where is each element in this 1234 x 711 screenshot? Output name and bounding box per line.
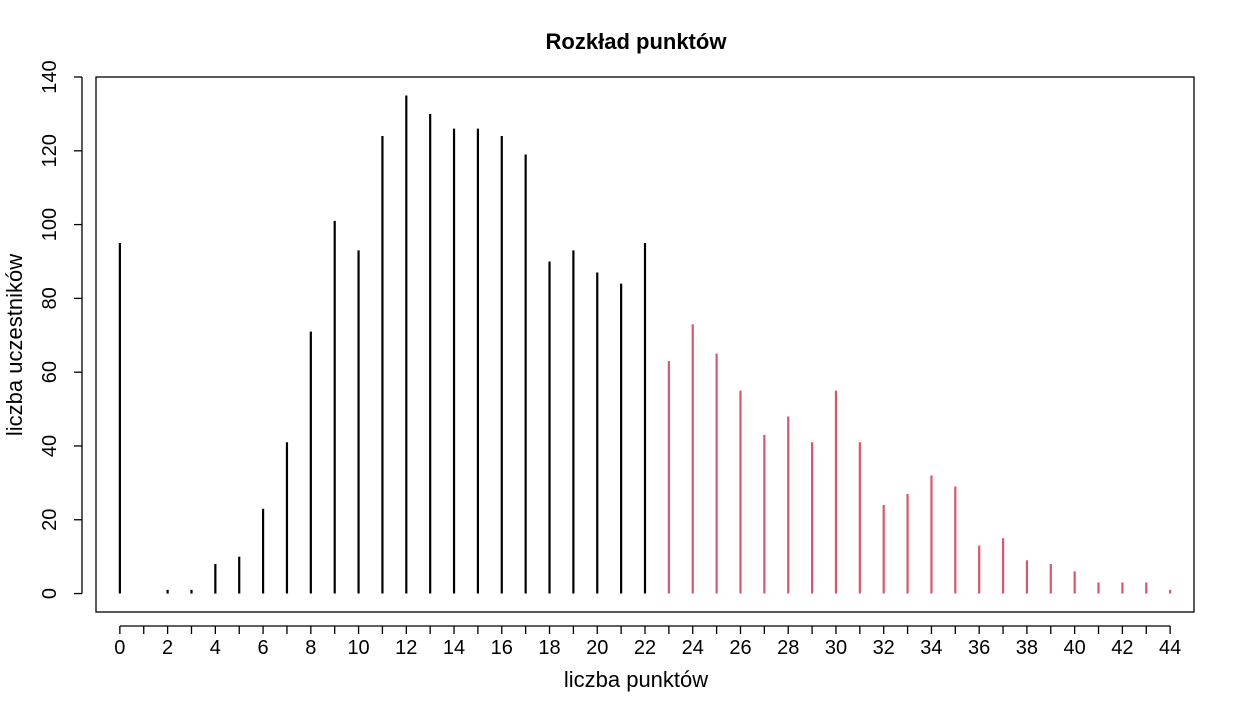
x-tick-label: 0 [114, 637, 125, 659]
x-tick-label: 18 [538, 637, 560, 659]
x-tick-label: 12 [395, 637, 417, 659]
x-tick-label: 40 [1064, 637, 1086, 659]
x-tick-label: 38 [1016, 637, 1038, 659]
y-tick-label: 80 [39, 287, 61, 309]
x-tick-label: 24 [682, 637, 704, 659]
y-tick-label: 0 [39, 588, 61, 599]
y-tick-label: 40 [39, 435, 61, 457]
x-tick-label: 14 [443, 637, 465, 659]
y-axis: 0 20 40 60 80 100 120 140 [39, 60, 83, 599]
x-axis-label: liczba punktów [564, 667, 708, 692]
chart-title: Rozkład punktów [546, 29, 728, 54]
bars [118, 95, 1172, 594]
x-tick-label: 6 [258, 637, 269, 659]
x-tick-label: 42 [1111, 637, 1133, 659]
y-tick-label: 100 [39, 208, 61, 241]
x-tick-label: 26 [729, 637, 751, 659]
x-tick-label: 22 [634, 637, 656, 659]
y-axis-label: liczba uczestników [2, 254, 27, 436]
y-tick-label: 140 [39, 60, 61, 93]
x-tick-label: 30 [825, 637, 847, 659]
x-tick-label: 8 [305, 637, 316, 659]
x-tick-label: 4 [210, 637, 221, 659]
y-tick-label: 120 [39, 134, 61, 167]
x-tick-label: 10 [347, 637, 369, 659]
plot-frame [95, 76, 1195, 613]
x-tick-label: 44 [1159, 637, 1181, 659]
x-tick-label: 16 [491, 637, 513, 659]
x-axis: 0 2 4 6 8 10 12 14 16 18 20 22 24 26 28 30 32 34 36 38 40 42 4… [114, 625, 1181, 659]
x-tick-label: 36 [968, 637, 990, 659]
x-tick-label: 34 [920, 637, 942, 659]
x-tick-label: 32 [873, 637, 895, 659]
y-tick-label: 20 [39, 509, 61, 531]
x-tick-label: 20 [586, 637, 608, 659]
x-tick-label: 2 [162, 637, 173, 659]
y-tick-label: 60 [39, 361, 61, 383]
x-tick-label: 28 [777, 637, 799, 659]
